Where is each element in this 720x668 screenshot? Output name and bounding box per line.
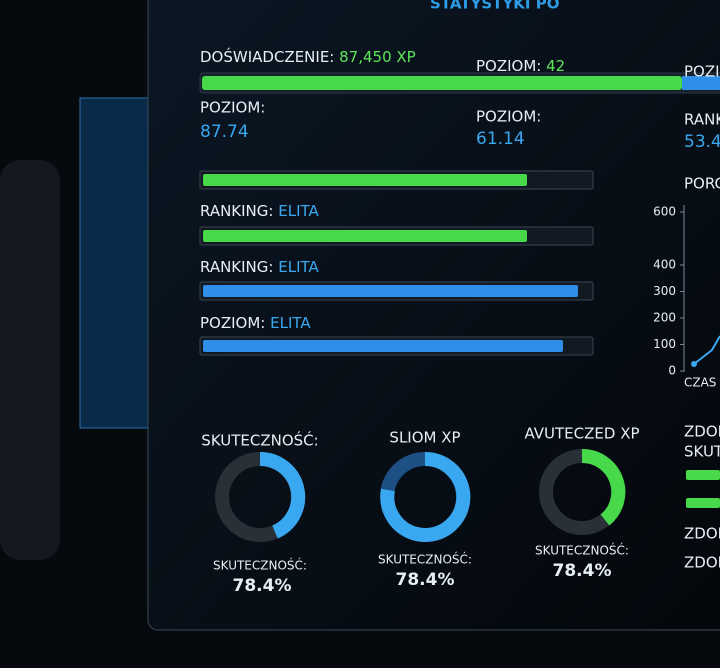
xp-fill-blue: [682, 76, 720, 90]
donut-value: 78.4%: [553, 561, 612, 581]
side-text: ZDOB: [684, 525, 720, 543]
cut-text: RANK: [684, 111, 720, 129]
xp-row: DOŚWIADCZENIE: 87,450 XP: [200, 47, 416, 66]
bar-row: RANKING: ELITA: [200, 202, 320, 220]
level-row: POZIOM: 42: [476, 57, 565, 75]
mini-chart: CZAS 0 100 200 300 400 600: [653, 205, 720, 390]
cut-value: 53.4: [684, 132, 720, 152]
bar-fill: [203, 230, 527, 242]
side-bar: [686, 498, 720, 508]
donut-label: SKUTECZNOŚĆ:: [213, 558, 307, 573]
bar-value: ELITA: [278, 202, 319, 220]
stat-value: 61.14: [476, 129, 525, 149]
side-text: ZDOB: [684, 554, 720, 572]
mini-y-tick-label: 600: [653, 205, 676, 219]
level-label: POZIOM:: [476, 57, 541, 75]
donut: SLIOM XP SKUTECZNOŚĆ: 78.4%: [378, 429, 472, 591]
side-text: ZDOB: [684, 423, 720, 441]
mini-x-label: CZAS: [684, 376, 716, 390]
cut-text: PORC: [684, 175, 720, 193]
mini-y-tick-label: 300: [653, 284, 676, 298]
donut: AVUTECZED XP SKUTECZNOŚĆ: 78.4%: [524, 425, 639, 582]
stat-label: POZIOM:: [200, 99, 265, 117]
stat-label: POZIOM:: [476, 108, 541, 126]
donut-title: SKUTECZNOŚĆ:: [201, 431, 318, 450]
bar-label: RANKING:: [200, 258, 273, 276]
side-bar: [686, 470, 720, 480]
mini-point: [691, 361, 697, 367]
donut-value: 78.4%: [233, 576, 292, 596]
bar-fill: [203, 340, 563, 352]
donut-arc: [581, 448, 626, 526]
mini-y-tick-label: 100: [653, 337, 676, 351]
bar-label: RANKING:: [200, 202, 273, 220]
xp-label: DOŚWIADCZENIE:: [200, 47, 334, 66]
donut: SKUTECZNOŚĆ: SKUTECZNOŚĆ: 78.4%: [201, 431, 318, 597]
speaker: [0, 160, 60, 560]
bar-label: POZIOM:: [200, 314, 265, 332]
donut-title: SLIOM XP: [389, 429, 460, 447]
donut-arc: [380, 451, 471, 542]
bar-row: POZIOM: ELITA: [200, 314, 311, 332]
cut-text: POZIC: [684, 63, 720, 81]
mini-y-tick-label: 0: [668, 364, 676, 378]
bar-value: ELITA: [278, 258, 319, 276]
level-value: 42: [546, 57, 565, 75]
donut-label: SKUTECZNOŚĆ:: [535, 543, 629, 558]
stat-value: 87.74: [200, 122, 249, 142]
side-text: SKUT: [684, 443, 720, 461]
donut-label: SKUTECZNOŚĆ:: [378, 552, 472, 567]
mini-y-tick-label: 200: [653, 311, 676, 325]
mini-y-tick-label: 400: [653, 258, 676, 272]
bar-fill: [203, 174, 527, 186]
mini-line: [693, 335, 720, 365]
xp-value: 87,450 XP: [339, 48, 416, 66]
donut-value: 78.4%: [396, 570, 455, 590]
bar-fill: [203, 285, 578, 297]
bar-row: RANKING: ELITA: [200, 258, 320, 276]
donut-arc: [259, 451, 306, 539]
bar-value: ELITA: [270, 314, 311, 332]
monitor: [79, 97, 161, 429]
xp-fill: [202, 76, 682, 90]
donut-title: AVUTECZED XP: [524, 425, 639, 443]
panel-title: STATYSTYKI PO: [430, 0, 559, 13]
